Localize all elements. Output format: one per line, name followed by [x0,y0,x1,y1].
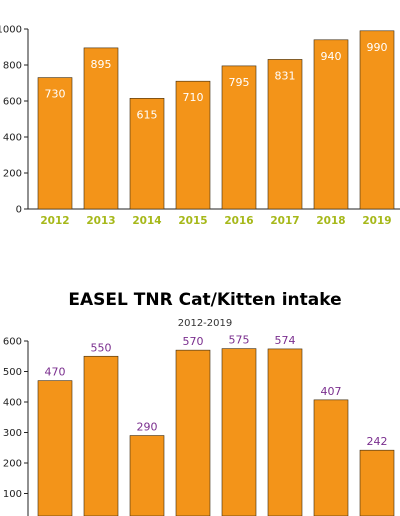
y-tick-label: 1000 [0,25,22,36]
bar [129,98,165,210]
bar [83,355,119,516]
bar [83,47,119,210]
bar-value-label: 615 [137,108,158,121]
bar-value-label: 710 [183,91,204,104]
y-tick-label: 0 [16,205,22,216]
y-tick-label: 600 [3,97,22,108]
bar [221,348,257,516]
bar-value-label: 940 [321,50,342,63]
y-tick-label: 100 [3,489,22,500]
y-tick-label: 800 [3,61,22,72]
x-tick-label: 2016 [224,215,253,227]
y-tick-label: 400 [3,133,22,144]
bar-value-label: 570 [183,335,204,348]
bar-value-label: 290 [137,421,158,434]
bar [175,349,211,516]
bar [267,348,303,516]
bar-value-label: 575 [229,334,250,347]
top-bar-chart: 0 200 400 600 800 1000 730 2012 895 2013 615 2014 71… [0,25,400,227]
x-tick-label: 2019 [362,215,391,227]
y-tick-label: 600 [3,337,22,348]
bar [359,449,395,516]
bar [313,399,349,516]
bar-value-label: 795 [229,76,250,89]
bar [37,77,73,210]
x-tick-label: 2012 [40,215,69,227]
bar-value-label: 574 [275,334,296,347]
y-tick-label: 300 [3,428,22,439]
x-tick-label: 2015 [178,215,207,227]
bottom-bar-chart: EASEL TNR Cat/Kitten intake 2012-2019 10… [3,290,395,516]
y-tick-label: 400 [3,398,22,409]
bar-value-label: 730 [45,88,66,101]
bar [359,30,395,210]
bar-value-label: 242 [367,435,388,448]
bar [313,39,349,210]
x-tick-label: 2014 [132,215,161,227]
bar [175,80,211,210]
y-tick-label: 200 [3,169,22,180]
y-tick-label: 500 [3,367,22,378]
x-tick-label: 2018 [316,215,345,227]
bar-value-label: 470 [45,366,66,379]
bar-value-label: 831 [275,69,296,82]
bar-value-label: 550 [91,341,112,354]
bar [221,65,257,210]
bar [37,380,73,516]
chart-title: EASEL TNR Cat/Kitten intake [68,290,341,310]
bar [129,435,165,516]
chart-subtitle: 2012-2019 [178,318,233,329]
x-tick-label: 2013 [86,215,115,227]
y-tick-label: 200 [3,459,22,470]
bar [267,59,303,210]
x-tick-label: 2017 [270,215,299,227]
bar-value-label: 895 [91,58,112,71]
bar-value-label: 407 [321,385,342,398]
bar-value-label: 990 [367,41,388,54]
